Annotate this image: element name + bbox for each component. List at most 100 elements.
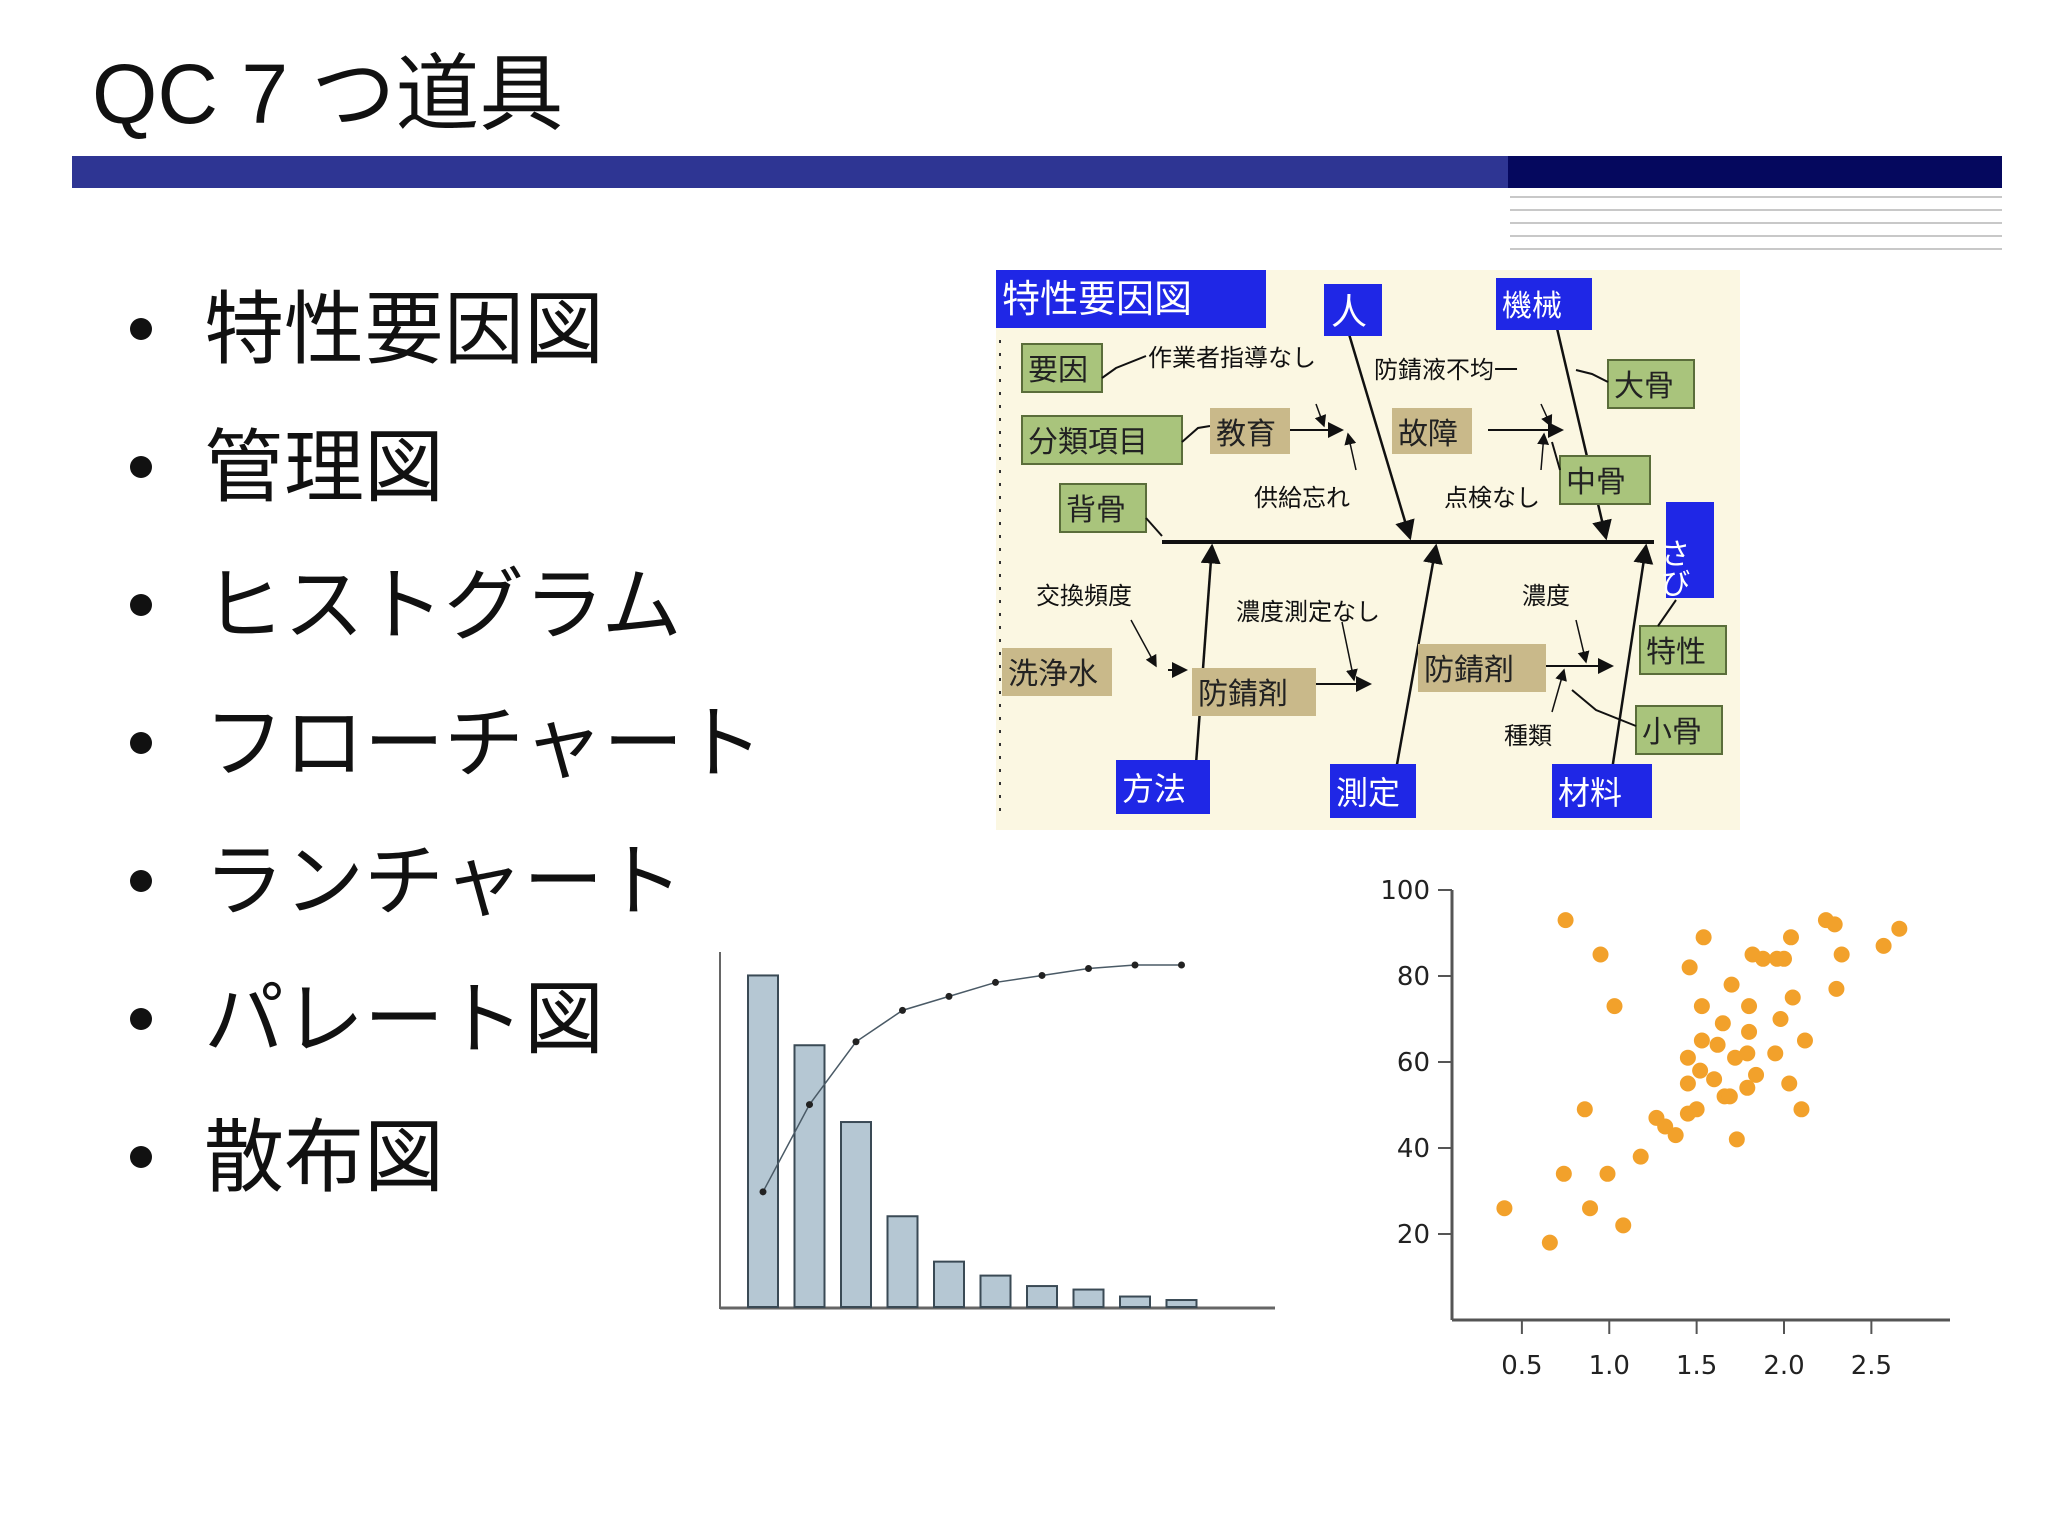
- bullet-item: ランチャート: [120, 832, 763, 970]
- sub-category-failure: 故障: [1398, 417, 1458, 452]
- scatter-x-tick-label: 2.5: [1851, 1351, 1892, 1381]
- scatter-point: [1693, 998, 1710, 1015]
- scatter-point: [1727, 1049, 1744, 1066]
- category-machine: 機械: [1502, 289, 1562, 324]
- scatter-point: [1688, 1101, 1705, 1118]
- scatter-point: [1755, 950, 1772, 967]
- bullet-item: パレート図: [120, 970, 763, 1108]
- scatter-point: [1576, 1101, 1593, 1118]
- pareto-cumulative-point: [1131, 961, 1139, 969]
- scatter-point: [1557, 912, 1574, 929]
- scatter-y-tick-label: 60: [1397, 1048, 1430, 1078]
- scatter-point: [1496, 1200, 1513, 1217]
- bullet-item: 管理図: [120, 418, 763, 556]
- cause-text: 種類: [1504, 722, 1552, 750]
- title-bar-accent: [1508, 156, 2002, 188]
- scatter-point: [1695, 929, 1712, 946]
- pareto-cumulative-point: [1038, 971, 1046, 979]
- pareto-bar: [1026, 1285, 1058, 1308]
- scatter-x-tick-label: 1.5: [1676, 1351, 1717, 1381]
- category-method: 方法: [1122, 770, 1186, 808]
- scatter-point: [1709, 1036, 1726, 1053]
- cause-text: 点検なし: [1444, 484, 1540, 512]
- pareto-cumulative-point: [899, 1006, 906, 1014]
- fishbone-diagram: 特性要因図 人 機械 方法 測定 材料 さび 要因 分類項目 背骨 大骨 中骨 …: [996, 270, 1740, 830]
- pareto-cumulative-point: [945, 992, 953, 1000]
- bullet-item: ヒストグラム: [120, 556, 763, 694]
- pareto-chart: [719, 952, 1275, 1310]
- sub-category-rust-inhibitor-material: 防錆剤: [1424, 653, 1514, 688]
- bullet-text: 特性要因図: [204, 283, 604, 376]
- bone-line: [1394, 543, 1443, 771]
- pareto-cumulative-point: [992, 978, 999, 986]
- scatter-point: [1741, 998, 1758, 1015]
- scatter-point: [1739, 1079, 1756, 1096]
- category-material: 材料: [1558, 774, 1622, 812]
- bullet-text: 散布図: [204, 1111, 444, 1204]
- decor-line: [1510, 196, 2002, 198]
- cause-text: 防錆液不均一: [1374, 356, 1518, 384]
- decor-line: [1510, 248, 2002, 250]
- scatter-x-tick-label: 0.5: [1501, 1351, 1542, 1381]
- bullet-dot-icon: [130, 1008, 152, 1030]
- pareto-bar: [1165, 1299, 1198, 1308]
- effect-label: 特性: [1646, 635, 1706, 670]
- scatter-point: [1875, 937, 1892, 954]
- scatter-point: [1592, 946, 1609, 963]
- decor-line: [1510, 235, 2002, 237]
- pareto-bar: [840, 1121, 872, 1308]
- decor-line: [1510, 222, 2002, 224]
- decor-line: [1510, 209, 2002, 211]
- bullet-item: 散布図: [120, 1108, 763, 1246]
- legend-category: 分類項目: [1028, 425, 1148, 460]
- scatter-point: [1728, 1131, 1745, 1148]
- bullet-text: ランチャート: [204, 835, 684, 928]
- pareto-cumulative-point: [1085, 964, 1092, 972]
- bullet-text: ヒストグラム: [204, 559, 682, 652]
- scatter-y-tick-label: 80: [1397, 962, 1430, 992]
- bullet-dot-icon: [130, 318, 152, 340]
- bullet-list: 特性要因図 管理図 ヒストグラム フローチャート ランチャート パレート図 散布…: [120, 280, 763, 1246]
- scatter-point: [1776, 950, 1792, 967]
- scatter-point: [1739, 1045, 1756, 1062]
- scatter-point: [1741, 1023, 1758, 1040]
- scatter-point: [1615, 1217, 1632, 1234]
- scatter-point: [1679, 1075, 1696, 1092]
- cause-text: 交換頻度: [1036, 582, 1132, 610]
- scatter-point: [1826, 916, 1843, 933]
- scatter-point: [1582, 1200, 1599, 1217]
- scatter-point: [1723, 976, 1740, 993]
- bone-line: [1344, 323, 1415, 541]
- bone-line: [1610, 543, 1654, 771]
- slide-title: QC 7 つ道具: [92, 47, 564, 141]
- legend-medium-bone: 中骨: [1566, 465, 1626, 500]
- pareto-bar: [979, 1274, 1012, 1308]
- pareto-cumulative-point: [852, 1038, 860, 1046]
- pareto-cumulative-point: [759, 1188, 767, 1196]
- pareto-cumulative-point: [806, 1101, 813, 1109]
- scatter-x-tick-label: 1.0: [1589, 1351, 1630, 1381]
- bone-line: [1194, 543, 1221, 765]
- scatter-y-tick-label: 100: [1380, 876, 1430, 906]
- fishbone-title: 特性要因図: [1002, 277, 1192, 321]
- legend-small-bone: 小骨: [1642, 715, 1702, 750]
- scatter-y-tick-label: 20: [1397, 1220, 1430, 1250]
- scatter-point: [1721, 1088, 1738, 1105]
- scatter-point: [1679, 1049, 1696, 1066]
- scatter-point: [1784, 989, 1801, 1006]
- pareto-bar: [886, 1215, 919, 1309]
- scatter-point: [1793, 1101, 1810, 1118]
- pareto-cumulative-line: [762, 964, 1182, 1193]
- scatter-point: [1781, 1075, 1798, 1092]
- scatter-point: [1606, 998, 1623, 1015]
- pareto-bar: [793, 1044, 826, 1308]
- legend-spine: 背骨: [1066, 493, 1126, 528]
- bullet-text: フローチャート: [204, 697, 764, 790]
- pareto-bar: [747, 974, 779, 1308]
- bullet-text: 管理図: [204, 421, 444, 514]
- effect-box: [1666, 502, 1714, 598]
- bullet-dot-icon: [130, 732, 152, 754]
- scatter-x-tick-label: 2.0: [1763, 1351, 1804, 1381]
- scatter-point: [1599, 1165, 1616, 1182]
